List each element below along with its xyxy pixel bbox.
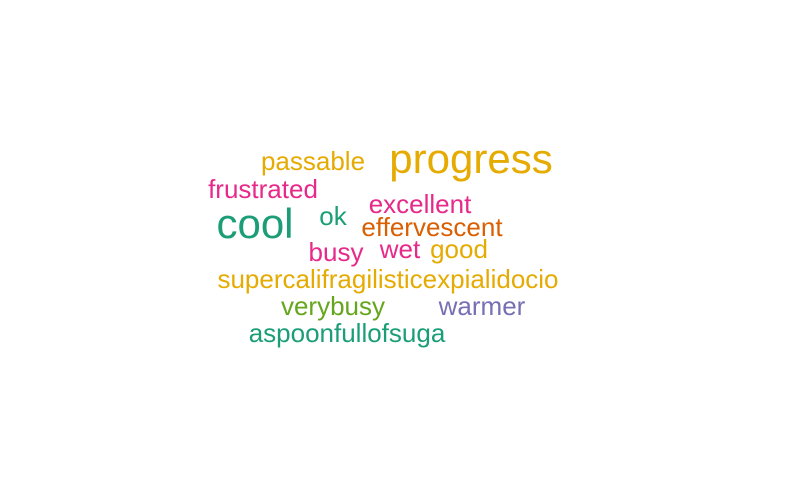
word-warmer: warmer <box>438 290 526 321</box>
word-supercalifragilisticexpialidocio: supercalifragilisticexpialidocio <box>217 263 559 294</box>
word-cool: cool <box>216 200 294 248</box>
word-aspoonfullofsuga: aspoonfullofsuga <box>248 317 446 348</box>
word-frustrated: frustrated <box>208 173 318 204</box>
word-verybusy: verybusy <box>280 290 386 321</box>
word-wet: wet <box>379 233 421 264</box>
word-passable: passable <box>260 145 366 176</box>
word-good: good <box>430 233 488 264</box>
word-ok: ok <box>319 200 347 231</box>
word-effervescent: effervescent <box>361 211 503 242</box>
word-busy: busy <box>308 236 364 267</box>
word-progress: progress <box>389 135 553 183</box>
word-excellent: excellent <box>368 188 472 219</box>
